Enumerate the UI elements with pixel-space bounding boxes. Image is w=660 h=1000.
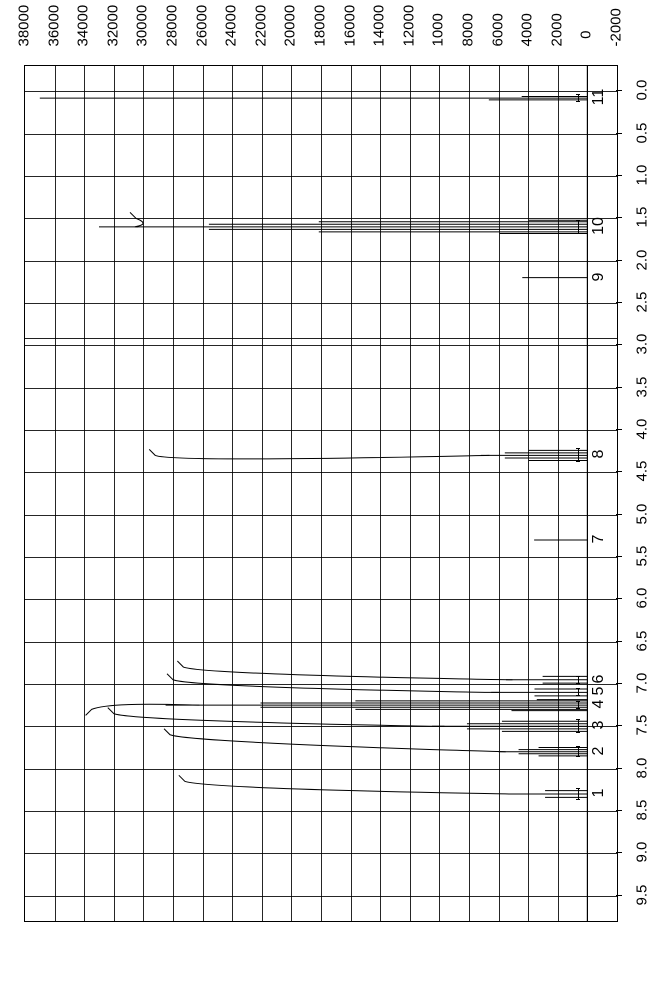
y-tick-label: 38000 — [16, 31, 33, 47]
x-tick — [616, 514, 622, 515]
y-tick-label: 1000 — [430, 31, 447, 47]
peak-label: 8 — [590, 445, 608, 463]
y-tick-label: 14000 — [371, 31, 388, 47]
integration-marker — [576, 701, 580, 709]
peak-label: 7 — [590, 530, 608, 548]
plot-area — [24, 65, 618, 922]
x-tick-label: 5.0 — [634, 504, 651, 524]
x-tick-label: 4.5 — [634, 462, 651, 482]
x-tick — [616, 725, 622, 726]
x-tick-label: 0.0 — [634, 81, 651, 101]
x-tick-label: 3.5 — [634, 377, 651, 397]
y-tick-label: 24000 — [223, 31, 240, 47]
x-tick-label: 6.5 — [634, 631, 651, 651]
y-tick-label: 22000 — [252, 31, 269, 47]
y-tick-label: 2000 — [548, 31, 565, 47]
integration-marker — [576, 94, 580, 102]
x-tick — [616, 598, 622, 599]
y-tick-label: 18000 — [312, 31, 329, 47]
x-tick — [616, 429, 622, 430]
y-tick-label: 32000 — [104, 31, 121, 47]
peak-label: 3 — [590, 716, 608, 734]
x-tick-label: 1.0 — [634, 166, 651, 186]
y-tick-label: 28000 — [164, 31, 181, 47]
x-tick — [616, 768, 622, 769]
x-tick-label: 9.0 — [634, 843, 651, 863]
x-tick-label: 4.0 — [634, 420, 651, 440]
y-tick-label: 16000 — [341, 31, 358, 47]
x-tick-label: 7.0 — [634, 673, 651, 693]
x-tick-label: 7.5 — [634, 716, 651, 736]
x-tick-label: 0.5 — [634, 123, 651, 143]
x-tick — [616, 175, 622, 176]
x-tick-label: 6.0 — [634, 589, 651, 609]
x-tick-label: 5.5 — [634, 546, 651, 566]
peak-label: 9 — [590, 268, 608, 286]
y-tick-label: 4000 — [519, 31, 536, 47]
x-tick — [616, 810, 622, 811]
integration-marker — [576, 788, 580, 800]
x-tick-label: 2.5 — [634, 293, 651, 313]
x-tick-label: 3.0 — [634, 335, 651, 355]
integration-marker — [576, 746, 580, 756]
x-tick — [616, 302, 622, 303]
y-tick-label: 30000 — [134, 31, 151, 47]
y-tick-label: 26000 — [193, 31, 210, 47]
integration-marker — [576, 676, 580, 684]
x-tick — [616, 133, 622, 134]
peak-label: 1 — [590, 784, 608, 802]
integration-marker — [576, 220, 580, 234]
integration-marker — [576, 448, 580, 462]
x-tick — [616, 260, 622, 261]
y-tick-label: 34000 — [75, 31, 92, 47]
y-tick-label: 0 — [578, 31, 595, 47]
y-tick-label: 36000 — [45, 31, 62, 47]
peak-label: 6 — [590, 670, 608, 688]
peak-label: 10 — [590, 217, 608, 235]
integration-marker — [576, 719, 580, 733]
x-tick — [616, 556, 622, 557]
x-tick — [616, 90, 622, 91]
y-tick-label: 8000 — [460, 31, 477, 47]
x-tick — [616, 852, 622, 853]
y-tick-label: 6000 — [489, 31, 506, 47]
y-tick-label: -2000 — [608, 31, 625, 47]
x-tick-label: 9.5 — [634, 885, 651, 905]
x-tick-label: 8.0 — [634, 758, 651, 778]
integration-marker — [576, 688, 580, 696]
peak-label: 2 — [590, 742, 608, 760]
x-tick-label: 1.5 — [634, 208, 651, 228]
y-tick-label: 12000 — [400, 31, 417, 47]
peak-label: 11 — [590, 88, 608, 106]
x-tick — [616, 217, 622, 218]
spectrum-svg — [25, 66, 617, 921]
x-tick-label: 2.0 — [634, 250, 651, 270]
x-tick — [616, 683, 622, 684]
y-tick-label: 20000 — [282, 31, 299, 47]
x-tick-label: 8.5 — [634, 800, 651, 820]
x-tick — [616, 895, 622, 896]
x-tick — [616, 344, 622, 345]
x-tick — [616, 387, 622, 388]
x-tick — [616, 641, 622, 642]
x-tick — [616, 471, 622, 472]
